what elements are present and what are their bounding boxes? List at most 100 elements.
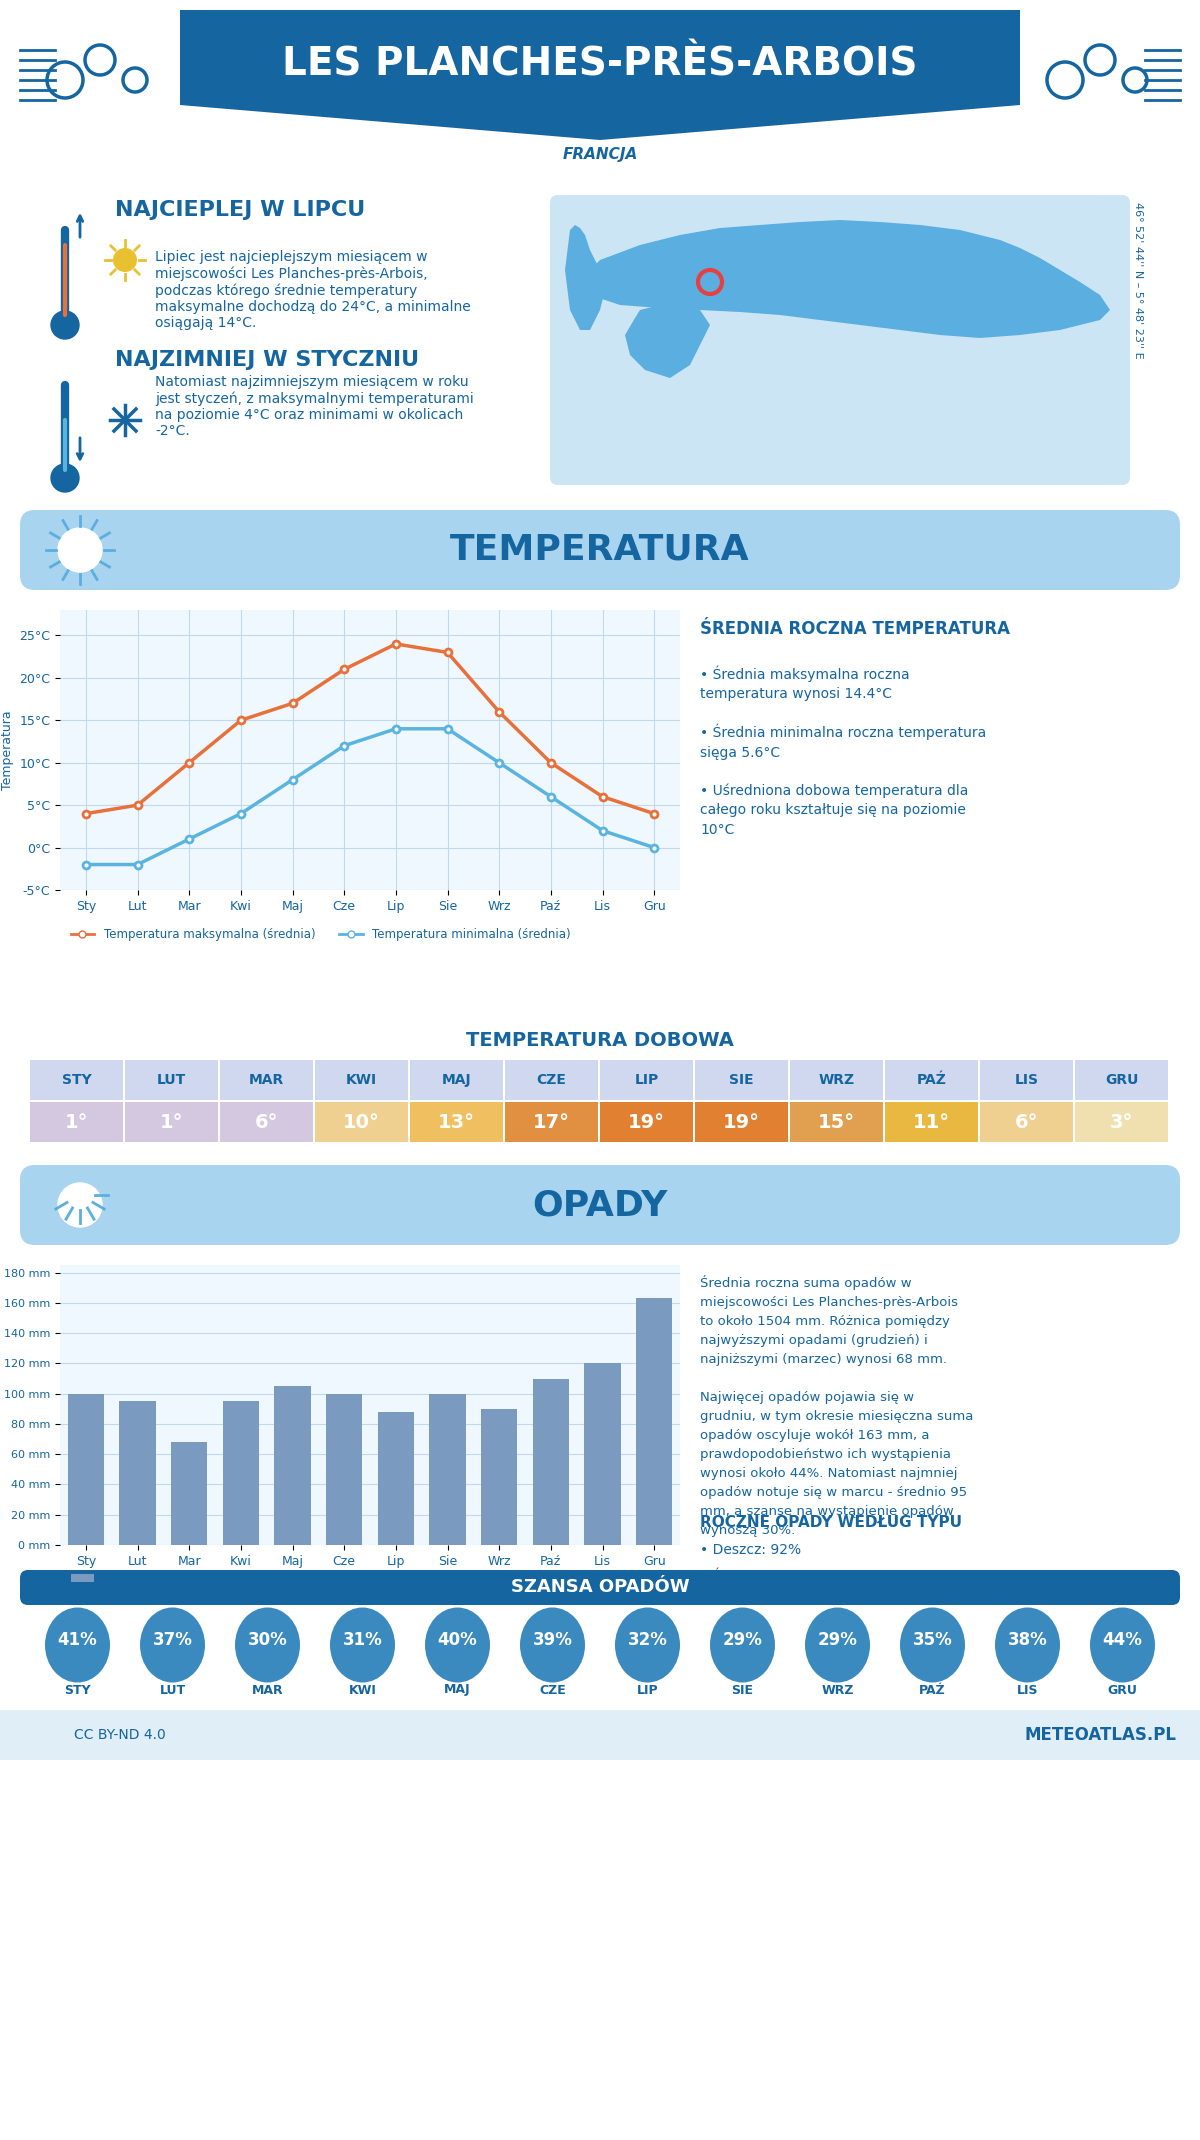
Ellipse shape <box>1090 1607 1154 1682</box>
Bar <box>223 1402 259 1545</box>
Text: PAŹ: PAŹ <box>919 1684 946 1697</box>
Text: WRZ: WRZ <box>818 1072 854 1087</box>
Bar <box>695 1059 788 1100</box>
Polygon shape <box>625 306 710 379</box>
Bar <box>790 1059 883 1100</box>
Bar <box>314 1059 408 1100</box>
Text: 1°: 1° <box>65 1113 89 1132</box>
Text: 13°: 13° <box>438 1113 475 1132</box>
Bar <box>886 1102 978 1143</box>
Text: 11°: 11° <box>913 1113 950 1132</box>
Ellipse shape <box>330 1607 395 1682</box>
Bar <box>600 1059 694 1100</box>
Bar <box>275 1387 311 1545</box>
Bar <box>125 1059 218 1100</box>
Bar <box>172 1442 208 1545</box>
Text: • Śnieg: 8%: • Śnieg: 8% <box>700 1569 782 1584</box>
Text: 1°: 1° <box>160 1113 184 1132</box>
Text: ROCZNE OPADY WEDŁUG TYPU: ROCZNE OPADY WEDŁUG TYPU <box>700 1515 962 1530</box>
Bar <box>505 1059 598 1100</box>
Text: CC BY-ND 4.0: CC BY-ND 4.0 <box>74 1727 166 1742</box>
Text: TEMPERATURA DOBOWA: TEMPERATURA DOBOWA <box>466 1031 734 1049</box>
Text: MAJ: MAJ <box>442 1072 472 1087</box>
Bar <box>67 1393 104 1545</box>
Text: GRU: GRU <box>1105 1072 1138 1087</box>
Ellipse shape <box>616 1607 680 1682</box>
Ellipse shape <box>710 1607 775 1682</box>
Text: 39%: 39% <box>533 1631 572 1650</box>
Text: Lipiec jest najcieplejszym miesiącem w
miejscowości Les Planches-près-Arbois,
po: Lipiec jest najcieplejszym miesiącem w m… <box>155 250 470 330</box>
Bar <box>314 1102 408 1143</box>
Text: LIS: LIS <box>1014 1072 1038 1087</box>
Bar <box>600 1102 694 1143</box>
Text: LUT: LUT <box>160 1684 186 1697</box>
Bar <box>410 1102 503 1143</box>
FancyBboxPatch shape <box>20 1571 1180 1605</box>
Text: SIE: SIE <box>730 1072 754 1087</box>
Text: 15°: 15° <box>818 1113 856 1132</box>
Circle shape <box>113 248 137 272</box>
Legend: Suma opadów: Suma opadów <box>66 1566 192 1590</box>
FancyBboxPatch shape <box>550 195 1130 486</box>
Text: 6°: 6° <box>254 1113 278 1132</box>
Ellipse shape <box>995 1607 1060 1682</box>
Text: 10°: 10° <box>343 1113 380 1132</box>
Ellipse shape <box>520 1607 586 1682</box>
Bar <box>1075 1059 1168 1100</box>
Text: ŚREDNIA ROCZNA TEMPERATURA: ŚREDNIA ROCZNA TEMPERATURA <box>700 621 1010 638</box>
Ellipse shape <box>425 1607 490 1682</box>
Text: • Deszcz: 92%: • Deszcz: 92% <box>700 1543 802 1558</box>
Bar <box>378 1412 414 1545</box>
Text: 37%: 37% <box>152 1631 192 1650</box>
Text: 35%: 35% <box>913 1631 953 1650</box>
Bar <box>125 1102 218 1143</box>
Ellipse shape <box>900 1607 965 1682</box>
Text: 29%: 29% <box>722 1631 762 1650</box>
Polygon shape <box>565 225 605 330</box>
Y-axis label: Temperatura: Temperatura <box>1 710 13 790</box>
Bar <box>886 1059 978 1100</box>
Text: KWI: KWI <box>348 1684 377 1697</box>
Text: Natomiast najzimniejszym miesiącem w roku
jest styczeń, z maksymalnymi temperatu: Natomiast najzimniejszym miesiącem w rok… <box>155 374 474 439</box>
Text: LIS: LIS <box>1016 1684 1038 1697</box>
Text: 46° 52' 44'' N – 5° 48' 23'' E: 46° 52' 44'' N – 5° 48' 23'' E <box>1133 201 1142 357</box>
Circle shape <box>50 310 79 338</box>
Text: LUT: LUT <box>157 1072 186 1087</box>
Text: 31%: 31% <box>343 1631 383 1650</box>
Circle shape <box>58 1183 102 1226</box>
Bar <box>695 1102 788 1143</box>
Circle shape <box>58 529 102 571</box>
Bar <box>30 1102 124 1143</box>
Polygon shape <box>180 11 1020 139</box>
Text: LIP: LIP <box>637 1684 659 1697</box>
Bar <box>220 1059 313 1100</box>
Bar <box>636 1299 672 1545</box>
Bar <box>481 1408 517 1545</box>
Text: 29%: 29% <box>817 1631 858 1650</box>
Text: • Uśredniona dobowa temperatura dla
całego roku kształtuje się na poziomie
10°C: • Uśredniona dobowa temperatura dla całe… <box>700 783 968 837</box>
Text: • Średnia maksymalna roczna
temperatura wynosi 14.4°C: • Średnia maksymalna roczna temperatura … <box>700 666 910 702</box>
Text: 6°: 6° <box>1015 1113 1038 1132</box>
Ellipse shape <box>235 1607 300 1682</box>
Bar <box>326 1393 362 1545</box>
Bar <box>220 1102 313 1143</box>
Ellipse shape <box>46 1607 110 1682</box>
Text: KWI: KWI <box>346 1072 377 1087</box>
Text: Średnia roczna suma opadów w
miejscowości Les Planches-près-Arbois
to około 1504: Średnia roczna suma opadów w miejscowośc… <box>700 1275 973 1537</box>
Bar <box>980 1059 1073 1100</box>
Text: 17°: 17° <box>533 1113 570 1132</box>
Text: • Średnia minimalna roczna temperatura
sięga 5.6°C: • Średnia minimalna roczna temperatura s… <box>700 723 986 760</box>
Text: GRU: GRU <box>1108 1684 1138 1697</box>
Bar <box>584 1363 620 1545</box>
Text: MAR: MAR <box>252 1684 283 1697</box>
FancyBboxPatch shape <box>20 509 1180 591</box>
Text: FRANCJA: FRANCJA <box>563 148 637 163</box>
Text: MAR: MAR <box>248 1072 284 1087</box>
Bar <box>980 1102 1073 1143</box>
Text: LIP: LIP <box>635 1072 659 1087</box>
Text: WRZ: WRZ <box>821 1684 853 1697</box>
Text: 19°: 19° <box>628 1113 665 1132</box>
Bar <box>410 1059 503 1100</box>
Bar <box>1075 1102 1168 1143</box>
Legend: Temperatura maksymalna (średnia), Temperatura minimalna (średnia): Temperatura maksymalna (średnia), Temper… <box>66 922 575 946</box>
